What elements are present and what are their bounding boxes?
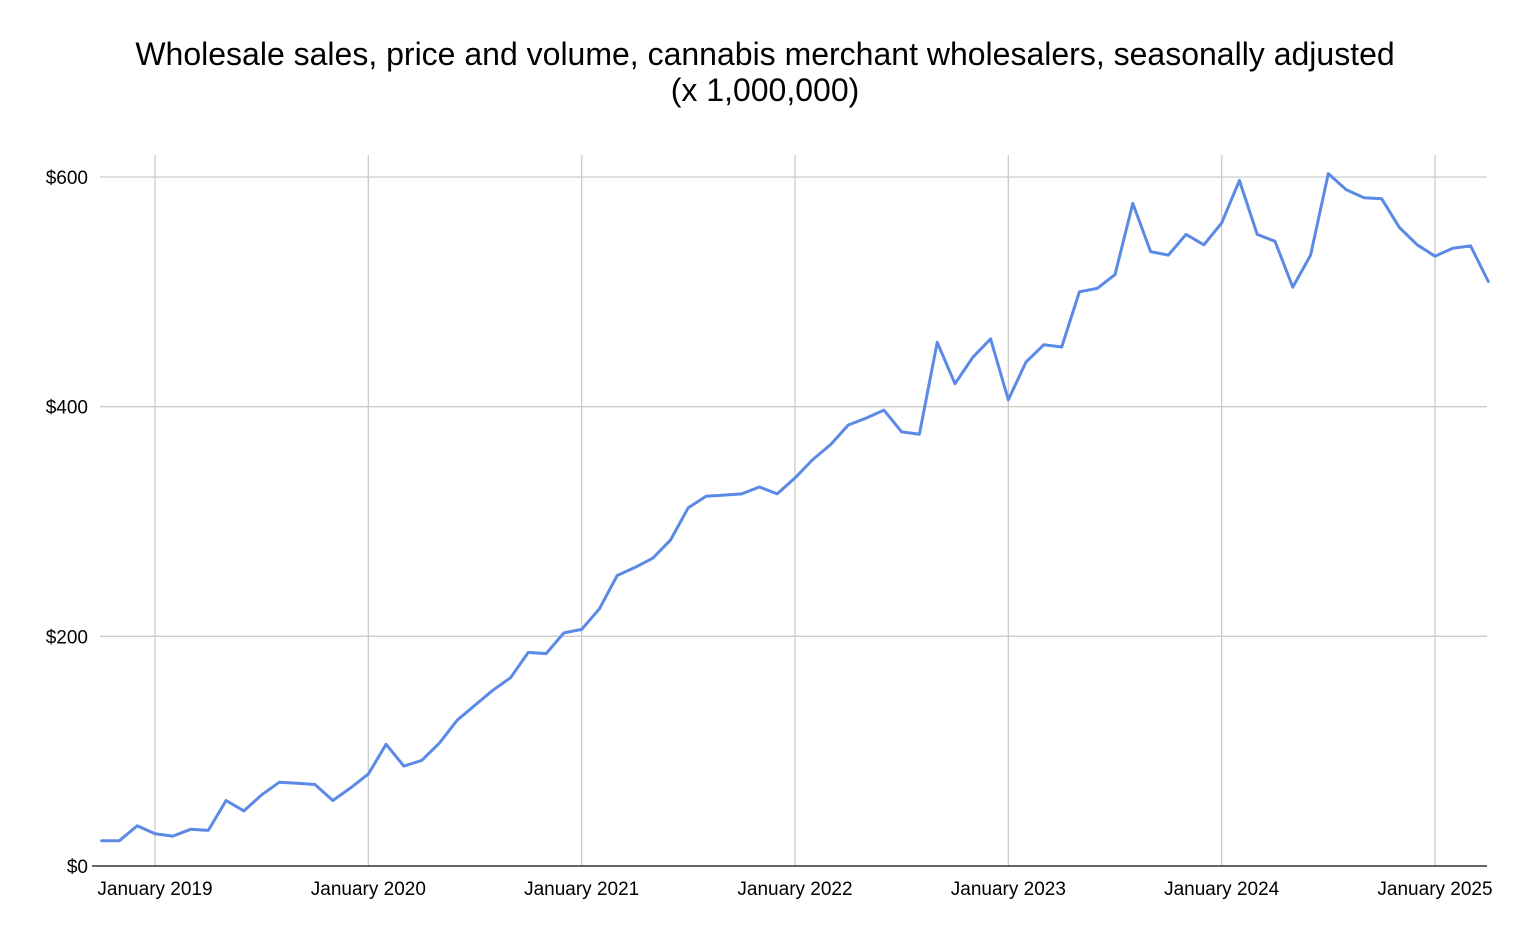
y-tick-label: $400 [46, 398, 88, 419]
y-tick-label: $600 [46, 168, 88, 189]
x-tick-label: January 2023 [951, 879, 1066, 900]
x-tick-label: January 2020 [311, 879, 426, 900]
chart-title-main: Wholesale sales, price and volume, canna… [135, 36, 1395, 72]
y-axis: $0 $200 $400 $600 [46, 168, 88, 878]
y-tick-label: $0 [67, 857, 88, 878]
chart-subtitle: (x 1,000,000) [670, 72, 860, 108]
series-layer [100, 172, 1490, 843]
chart-title: Wholesale sales, price and volume, canna… [0, 36, 1530, 108]
x-tick-label: January 2019 [97, 879, 212, 900]
x-tick-label: January 2025 [1377, 879, 1492, 900]
x-tick-label: January 2024 [1164, 879, 1280, 900]
series-line [100, 172, 1490, 843]
x-axis: January 2019 January 2020 January 2021 Janu… [97, 879, 1492, 900]
x-tick-label: January 2022 [737, 879, 852, 900]
x-tick-label: January 2021 [524, 879, 639, 900]
y-tick-label: $200 [46, 627, 88, 648]
gridlines [92, 155, 1487, 867]
